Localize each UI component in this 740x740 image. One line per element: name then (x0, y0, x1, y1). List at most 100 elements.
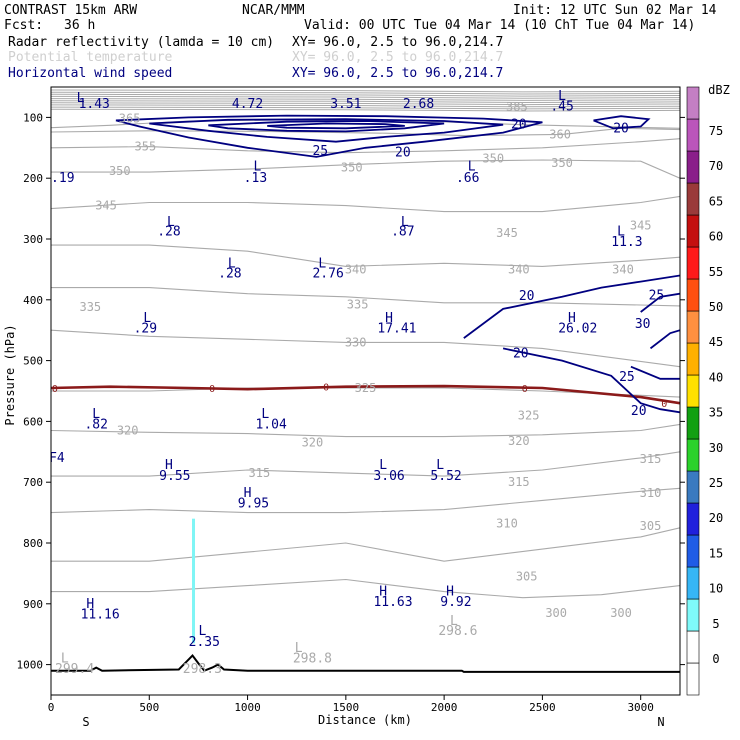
y-axis-title: Pressure (hPa) (3, 324, 17, 425)
extremum-label: F4 (49, 451, 65, 466)
zero-line-label: 0 (522, 384, 528, 395)
extremum-label: H (379, 585, 387, 600)
x-tick-label: 1000 (234, 701, 261, 714)
field-0-xy: XY= 96.0, 2.5 to 96.0,214.7 (292, 35, 503, 50)
theta-top-band-line (51, 95, 680, 99)
extremum-label: 4.72 (232, 97, 263, 112)
wind-contour-25 (640, 292, 680, 313)
theta-contour-300 (51, 578, 680, 599)
wind-contour-20 (593, 115, 651, 130)
wind-contour-25 (149, 118, 504, 143)
colorbar-label: 50 (709, 300, 723, 314)
wind-contour-20 (502, 347, 680, 414)
extremum-label: L (558, 89, 566, 104)
extremum-label: L (92, 407, 100, 422)
south-label: S (82, 715, 89, 729)
theta-label: 340 (508, 262, 530, 276)
colorbar-swatch (686, 598, 700, 632)
theta-top-band-line (51, 93, 680, 97)
wind-label: 25 (619, 370, 635, 385)
colorbar-label: 0 (712, 652, 719, 666)
theta-label: 320 (508, 434, 530, 448)
extremum-label: .19 (51, 171, 74, 186)
wind-label: 20 (613, 121, 629, 136)
theta-label: 385 (506, 100, 528, 114)
extremum-label: .82 (84, 417, 107, 432)
colorbar-swatch (686, 342, 700, 376)
colorbar-label: 55 (709, 265, 723, 279)
wind-contour-20 (463, 274, 680, 339)
wind-label: 30 (635, 317, 651, 332)
theta-label: 310 (640, 486, 662, 500)
theta-label: 325 (355, 381, 377, 395)
north-label: N (657, 715, 664, 729)
wind-label: 20 (519, 289, 535, 304)
zero-line-label: 0 (209, 384, 215, 395)
extremum-label: 3.51 (330, 97, 361, 112)
wind-label: 20 (631, 404, 647, 419)
colorbar-swatch (686, 86, 700, 120)
theta-contour-335 (51, 287, 680, 307)
y-tick-label: 900 (23, 598, 43, 611)
center-title: NCAR/MMM (242, 3, 305, 18)
extremum-label: 11.3 (611, 235, 642, 250)
theta-top-band-line (51, 102, 680, 106)
y-tick-label: 700 (23, 476, 43, 489)
theta-label: 325 (518, 408, 540, 422)
extremum-label: 2.76 (312, 267, 343, 282)
theta-contour-320 (51, 423, 680, 438)
colorbar-swatch (686, 118, 700, 152)
extremum-label: 5.52 (430, 469, 461, 484)
colorbar-swatch (686, 534, 700, 568)
x-tick-label: 2000 (431, 701, 458, 714)
colorbar-swatch (686, 150, 700, 184)
colorbar-label: 35 (709, 406, 723, 420)
plot-frame (50, 86, 681, 696)
colorbar-swatch (686, 438, 700, 472)
colorbar-swatch (686, 630, 700, 664)
extremum-label: 26.02 (558, 321, 597, 336)
terrain-line (51, 653, 680, 673)
extremum-label: .66 (456, 171, 479, 186)
x-tick-label: 500 (139, 701, 159, 714)
extremum-label: H (446, 585, 454, 600)
extremum-label: 1.04 (255, 417, 286, 432)
extremum-label: L (617, 225, 625, 240)
colorbar-label: 60 (709, 230, 723, 244)
fcst-label: Fcst: (4, 18, 43, 33)
x-tick-label: 1500 (333, 701, 360, 714)
field-0-name: Radar reflectivity (lamda = 10 cm) (8, 35, 274, 50)
colorbar-label: 20 (709, 511, 723, 525)
colorbar-swatch (686, 406, 700, 440)
field-2-name: Horizontal wind speed (8, 66, 172, 81)
y-tick-label: 500 (23, 355, 43, 368)
extremum-label: L (295, 641, 303, 656)
extremum-label: 3.06 (373, 469, 404, 484)
extremum-label: 298.8 (293, 652, 332, 667)
colorbar-swatch (686, 502, 700, 536)
x-tick-label: 3000 (627, 701, 654, 714)
wind-contour-20 (115, 114, 543, 158)
colorbar-swatch (686, 246, 700, 280)
wind-contour-30 (208, 120, 445, 133)
extremum-label: .13 (244, 171, 267, 186)
y-tick-label: 1000 (17, 659, 44, 672)
colorbar-label: 10 (709, 582, 723, 596)
theta-contour-330 (51, 329, 680, 368)
theta-top-band-line (51, 89, 680, 93)
x-tick-label: 2500 (529, 701, 556, 714)
theta-label: 320 (302, 436, 324, 450)
theta-label: 330 (345, 335, 367, 349)
zero-line-label: 0 (661, 399, 667, 410)
wind-label: 25 (649, 289, 665, 304)
theta-label: 350 (482, 152, 504, 166)
extremum-label: 9.92 (440, 595, 471, 610)
extremum-label: L (228, 256, 236, 271)
extremum-label: L (318, 256, 326, 271)
colorbar-label: 45 (709, 335, 723, 349)
theta-label: 350 (341, 160, 363, 174)
extremum-label: .29 (134, 321, 157, 336)
extremum-label: 11.63 (373, 595, 412, 610)
theta-contour-310 (51, 487, 680, 514)
